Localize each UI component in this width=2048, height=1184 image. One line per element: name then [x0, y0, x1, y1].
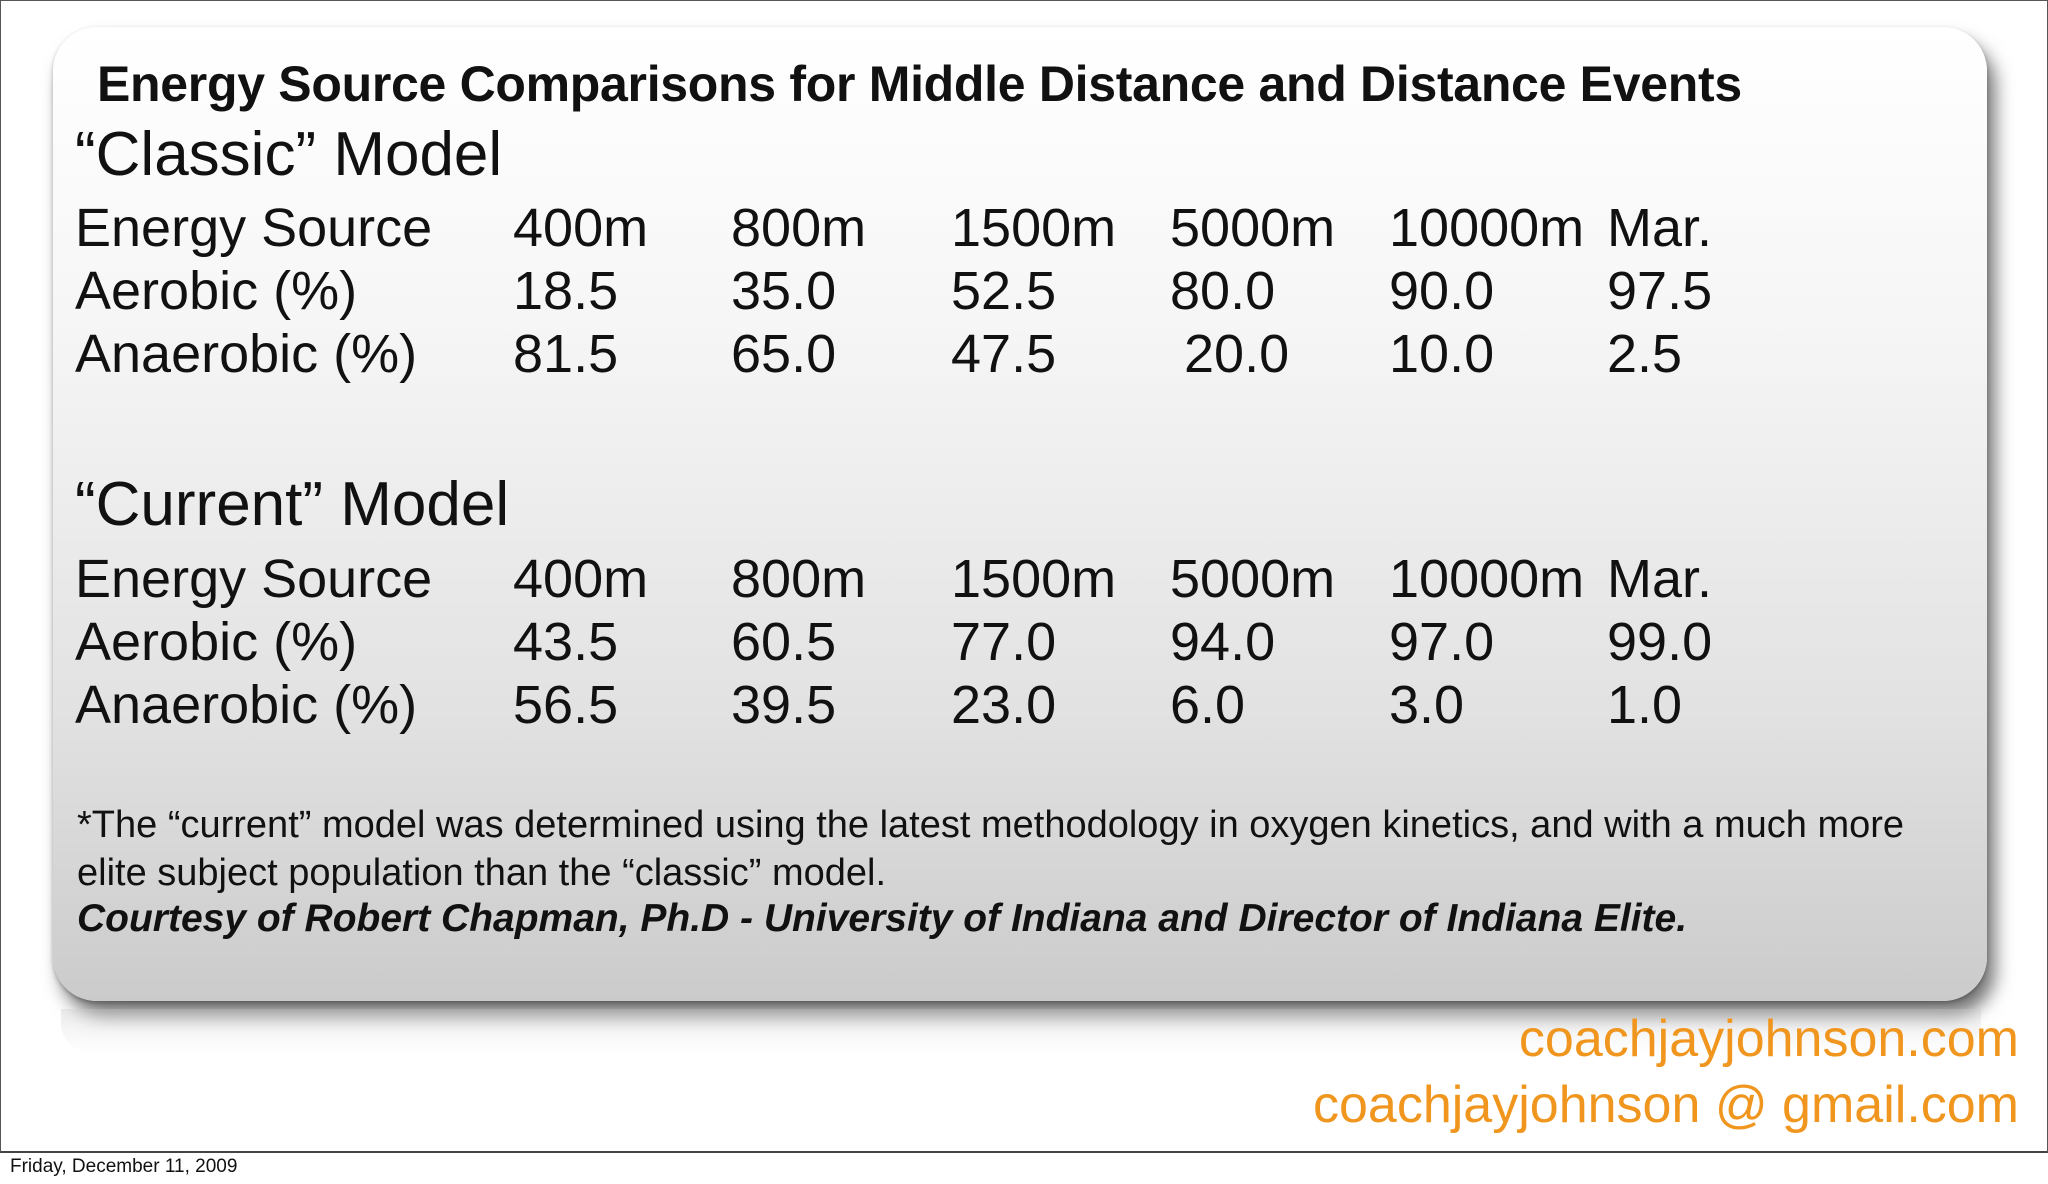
slide-title: Energy Source Comparisons for Middle Dis…	[97, 56, 1742, 112]
email-link[interactable]: coachjayjohnson @ gmail.com	[1312, 1076, 2019, 1134]
row-label: Anaerobic (%)	[75, 675, 418, 735]
table-cell: 80.0	[1170, 261, 1276, 321]
table-cell: 1.0	[1607, 675, 1683, 735]
column-header: 5000m	[1170, 549, 1336, 609]
website-link[interactable]: coachjayjohnson.com	[1518, 1010, 2019, 1068]
table-cell: 56.5	[513, 675, 619, 735]
column-header: 800m	[731, 549, 867, 609]
classic-model-heading: “Classic” Model	[75, 120, 503, 189]
table-cell: 77.0	[951, 612, 1057, 672]
table-cell: 94.0	[1170, 612, 1276, 672]
column-header: 800m	[731, 198, 867, 258]
table-cell: 3.0	[1389, 675, 1465, 735]
content-card	[53, 27, 1987, 1001]
table-cell: 97.5	[1607, 261, 1713, 321]
table-cell: 47.5	[951, 324, 1057, 384]
table-cell: 23.0	[951, 675, 1057, 735]
column-header: 400m	[513, 198, 649, 258]
column-header: Mar.	[1607, 198, 1713, 258]
table-cell: 10.0	[1389, 324, 1495, 384]
courtesy-credit: Courtesy of Robert Chapman, Ph.D - Unive…	[77, 897, 1688, 940]
table-cell: 81.5	[513, 324, 619, 384]
table-cell: 99.0	[1607, 612, 1713, 672]
table-cell: 18.5	[513, 261, 619, 321]
table-cell: 65.0	[731, 324, 837, 384]
column-header: 1500m	[951, 198, 1117, 258]
column-header: Mar.	[1607, 549, 1713, 609]
table-cell: 39.5	[731, 675, 837, 735]
column-header: 10000m	[1389, 549, 1585, 609]
date-label: Friday, December 11, 2009	[10, 1156, 238, 1177]
column-header: 400m	[513, 549, 649, 609]
table-cell: 52.5	[951, 261, 1057, 321]
table-cell: 60.5	[731, 612, 837, 672]
table-cell: 43.5	[513, 612, 619, 672]
column-header: Energy Source	[75, 549, 433, 609]
table-cell: 97.0	[1389, 612, 1495, 672]
row-label: Aerobic (%)	[75, 612, 358, 672]
table-cell: 35.0	[731, 261, 837, 321]
table-cell: 90.0	[1389, 261, 1495, 321]
slide: Energy Source Comparisons for Middle Dis…	[0, 0, 2048, 1153]
card-reflection	[61, 1009, 1981, 1053]
column-header: 5000m	[1170, 198, 1336, 258]
table-cell: 6.0	[1170, 675, 1246, 735]
column-header: 1500m	[951, 549, 1117, 609]
table-cell: 20.0	[1184, 324, 1290, 384]
footnote: *The “current” model was determined usin…	[77, 804, 1905, 894]
column-header: 10000m	[1389, 198, 1585, 258]
table-cell: 2.5	[1607, 324, 1683, 384]
column-header: Energy Source	[75, 198, 433, 258]
row-label: Anaerobic (%)	[75, 324, 418, 384]
row-label: Aerobic (%)	[75, 261, 358, 321]
current-model-heading: “Current” Model	[75, 470, 510, 539]
